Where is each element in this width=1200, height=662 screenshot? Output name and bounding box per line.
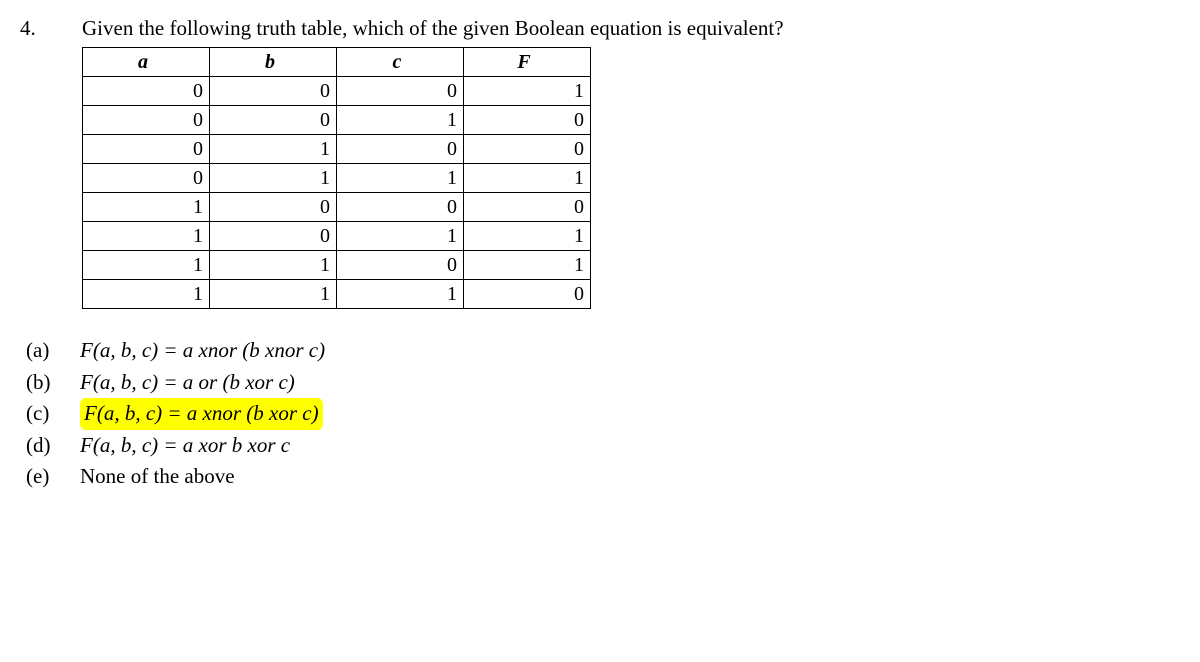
cell: 0: [83, 77, 210, 106]
cell: 0: [83, 135, 210, 164]
cell: 0: [210, 106, 337, 135]
answer-label: (c): [26, 398, 58, 430]
cell: 1: [210, 251, 337, 280]
question-block: 4. Given the following truth table, whic…: [20, 16, 1180, 309]
answer-option: (b) F(a, b, c) = a or (b xor c): [26, 367, 1180, 399]
answer-option: (d) F(a, b, c) = a xor b xor c: [26, 430, 1180, 462]
cell: 1: [337, 222, 464, 251]
col-header: c: [337, 48, 464, 77]
table-row: 0100: [83, 135, 591, 164]
col-header: a: [83, 48, 210, 77]
answer-text-highlighted: F(a, b, c) = a xnor (b xor c): [80, 398, 323, 430]
cell: 1: [464, 251, 591, 280]
cell: 1: [337, 164, 464, 193]
answer-text: None of the above: [80, 461, 235, 493]
table-row: 0010: [83, 106, 591, 135]
cell: 1: [210, 164, 337, 193]
cell: 0: [464, 280, 591, 309]
truth-table: a b c F 0001 0010 0100 0111 1000 1011 11…: [82, 47, 591, 309]
cell: 0: [210, 222, 337, 251]
cell: 1: [337, 106, 464, 135]
question-text: Given the following truth table, which o…: [82, 16, 1180, 41]
answer-text: F(a, b, c) = a or (b xor c): [80, 367, 295, 399]
table-body: 0001 0010 0100 0111 1000 1011 1101 1110: [83, 77, 591, 309]
table-row: 1000: [83, 193, 591, 222]
cell: 1: [210, 280, 337, 309]
cell: 1: [83, 251, 210, 280]
cell: 0: [83, 106, 210, 135]
cell: 1: [337, 280, 464, 309]
cell: 1: [464, 222, 591, 251]
answer-list: (a) F(a, b, c) = a xnor (b xnor c) (b) F…: [26, 335, 1180, 493]
answer-label: (a): [26, 335, 58, 367]
cell: 1: [464, 77, 591, 106]
cell: 1: [83, 222, 210, 251]
col-header: F: [464, 48, 591, 77]
table-row: 0001: [83, 77, 591, 106]
answer-text: F(a, b, c) = a xor b xor c: [80, 430, 290, 462]
cell: 0: [464, 106, 591, 135]
cell: 0: [337, 77, 464, 106]
cell: 0: [210, 193, 337, 222]
cell: 0: [337, 251, 464, 280]
answer-label: (e): [26, 461, 58, 493]
cell: 0: [83, 164, 210, 193]
answer-label: (d): [26, 430, 58, 462]
cell: 1: [464, 164, 591, 193]
cell: 1: [210, 135, 337, 164]
cell: 1: [83, 280, 210, 309]
table-row: 1011: [83, 222, 591, 251]
table-row: 1110: [83, 280, 591, 309]
question-number: 4.: [20, 16, 54, 41]
cell: 0: [337, 135, 464, 164]
answer-label: (b): [26, 367, 58, 399]
cell: 0: [337, 193, 464, 222]
col-header: b: [210, 48, 337, 77]
question-body: Given the following truth table, which o…: [82, 16, 1180, 309]
answer-option: (c) F(a, b, c) = a xnor (b xor c): [26, 398, 1180, 430]
cell: 0: [464, 193, 591, 222]
table-header-row: a b c F: [83, 48, 591, 77]
answer-option: (e) None of the above: [26, 461, 1180, 493]
answer-option: (a) F(a, b, c) = a xnor (b xnor c): [26, 335, 1180, 367]
cell: 0: [464, 135, 591, 164]
answer-text: F(a, b, c) = a xnor (b xnor c): [80, 335, 325, 367]
cell: 0: [210, 77, 337, 106]
cell: 1: [83, 193, 210, 222]
table-row: 0111: [83, 164, 591, 193]
table-row: 1101: [83, 251, 591, 280]
